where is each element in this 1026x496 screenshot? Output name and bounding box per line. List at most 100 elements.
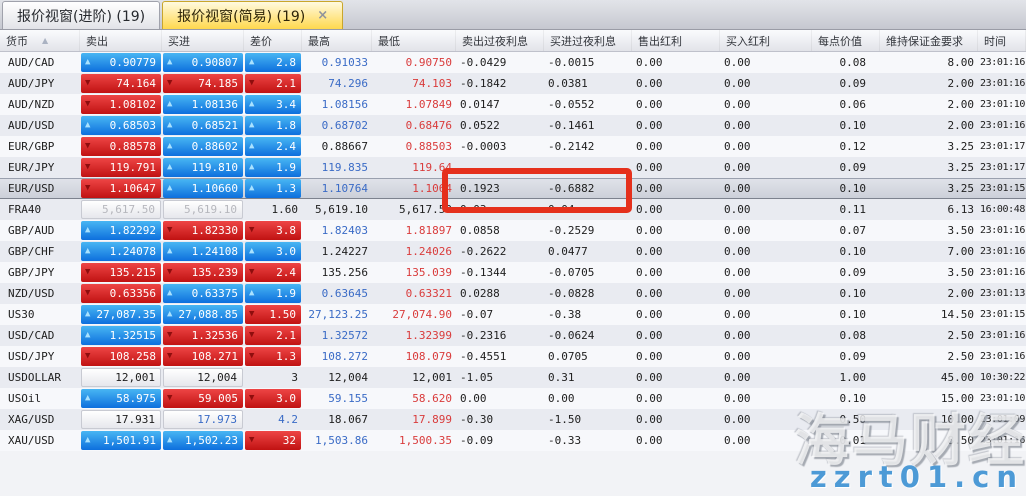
- spread-price-button[interactable]: ▲ 1.9: [245, 284, 301, 303]
- quote-row-FRA40[interactable]: FRA40 5,617.50 5,619.10 1.60 5,619.10 5,617.5…: [0, 199, 1026, 220]
- margin-cell: 2.00: [947, 98, 975, 111]
- sell_swap-cell: -0.2622: [460, 245, 507, 258]
- quote-row-GBP/CHF[interactable]: GBP/CHF ▲ 1.24078 ▲ 1.24108 ▲ 3.0 1.24227 1.2402…: [0, 241, 1026, 262]
- buy-price-button[interactable]: ▲ 1.10660: [163, 179, 243, 198]
- sell-price-button[interactable]: ▼ 1.10647: [81, 179, 161, 198]
- buy-price-button[interactable]: ▼ 59.005: [163, 389, 243, 408]
- column-header-symbol[interactable]: 货币 ▲: [0, 30, 80, 51]
- sell-price-button[interactable]: ▲ 0.68503: [81, 116, 161, 135]
- buy-price-button[interactable]: ▲ 27,088.85: [163, 305, 243, 324]
- buy-price-button[interactable]: 17.973: [163, 410, 243, 429]
- column-header-buy_div[interactable]: 买入红利: [720, 30, 812, 51]
- sell-price-button[interactable]: ▲ 1.24078: [81, 242, 161, 261]
- quote-row-AUD/NZD[interactable]: AUD/NZD ▼ 1.08102 ▲ 1.08136 ▲ 3.4 1.08156 1.0784…: [0, 94, 1026, 115]
- buy-price-button[interactable]: ▼ 135.239: [163, 263, 243, 282]
- quote-row-GBP/AUD[interactable]: GBP/AUD ▲ 1.82292 ▼ 1.82330 ▼ 3.8 1.82403 1.8189…: [0, 220, 1026, 241]
- quote-row-AUD/CAD[interactable]: AUD/CAD ▲ 0.90779 ▲ 0.90807 ▲ 2.8 0.91033 0.9075…: [0, 52, 1026, 73]
- sell-price-button[interactable]: ▲ 27,087.35: [81, 305, 161, 324]
- spread-price-button[interactable]: ▼ 1.3: [245, 347, 301, 366]
- spread-price-button[interactable]: ▲ 3.0: [245, 242, 301, 261]
- buy-price-button[interactable]: ▲ 119.810: [163, 158, 243, 177]
- sell-price-button[interactable]: ▼ 0.63356: [81, 284, 161, 303]
- buy-price-button[interactable]: 5,619.10: [163, 200, 243, 219]
- buy-price-button[interactable]: ▲ 0.90807: [163, 53, 243, 72]
- buy-price-button[interactable]: ▼ 1.82330: [163, 221, 243, 240]
- quote-row-AUD/JPY[interactable]: AUD/JPY ▼ 74.164 ▼ 74.185 ▼ 2.1 74.296 74.103 -0.…: [0, 73, 1026, 94]
- buy-price-button[interactable]: 12,004: [163, 368, 243, 387]
- sell-price-button[interactable]: 5,617.50: [81, 200, 161, 219]
- spread-price-button[interactable]: ▲ 1.9: [245, 158, 301, 177]
- tab-quote-advanced[interactable]: 报价视窗(进阶) (19): [2, 1, 161, 29]
- spread-price-button[interactable]: ▼ 3.8: [245, 221, 301, 240]
- buy-price-button[interactable]: ▲ 0.63375: [163, 284, 243, 303]
- quote-row-USD/CAD[interactable]: USD/CAD ▲ 1.32515 ▼ 1.32536 ▼ 2.1 1.32572 1.3239…: [0, 325, 1026, 346]
- sell-price-button[interactable]: ▲ 1.32515: [81, 326, 161, 345]
- buy-price-button[interactable]: ▼ 74.185: [163, 74, 243, 93]
- sell-price-button[interactable]: ▲ 1,501.91: [81, 431, 161, 450]
- spread-price-button[interactable]: ▼ 32: [245, 431, 301, 450]
- column-header-margin[interactable]: 维持保证金要求: [880, 30, 978, 51]
- spread-price-button[interactable]: ▲ 2.4: [245, 137, 301, 156]
- buy-price-button[interactable]: ▲ 0.68521: [163, 116, 243, 135]
- tab-quote-simple[interactable]: 报价视窗(简易) (19) ×: [162, 1, 344, 29]
- sell-price-button[interactable]: 12,001: [81, 368, 161, 387]
- quote-row-AUD/USD[interactable]: AUD/USD ▲ 0.68503 ▲ 0.68521 ▲ 1.8 0.68702 0.6847…: [0, 115, 1026, 136]
- quote-row-USOil[interactable]: USOil ▲ 58.975 ▼ 59.005 ▼ 3.0 59.155 58.620 0.00 0…: [0, 388, 1026, 409]
- spread-price-button[interactable]: ▼ 1.50: [245, 305, 301, 324]
- spread-price-button[interactable]: ▼ 2.4: [245, 263, 301, 282]
- buy-price-button[interactable]: ▲ 1,502.23: [163, 431, 243, 450]
- close-icon[interactable]: ×: [317, 8, 329, 23]
- sell-price-button[interactable]: ▼ 119.791: [81, 158, 161, 177]
- sell-price-button[interactable]: ▼ 74.164: [81, 74, 161, 93]
- up-arrow-icon: ▲: [167, 141, 173, 151]
- quote-row-EUR/JPY[interactable]: EUR/JPY ▼ 119.791 ▲ 119.810 ▲ 1.9 119.835 119.64…: [0, 157, 1026, 178]
- sell-price-button[interactable]: ▲ 58.975: [81, 389, 161, 408]
- margin-cell: 8.50: [947, 434, 975, 447]
- sell-value: 1.10647: [109, 182, 156, 195]
- column-header-sell[interactable]: 卖出: [80, 30, 162, 51]
- buy_swap-cell: -0.2529: [548, 224, 595, 237]
- column-header-buy_swap[interactable]: 买进过夜利息: [544, 30, 632, 51]
- column-header-spread[interactable]: 差价: [244, 30, 302, 51]
- quote-row-XAU/USD[interactable]: XAU/USD ▲ 1,501.91 ▲ 1,502.23 ▼ 32 1,503.86 1,50…: [0, 430, 1026, 451]
- spread-price-button[interactable]: ▲ 2.8: [245, 53, 301, 72]
- buy-price-button[interactable]: ▲ 1.08136: [163, 95, 243, 114]
- buy-price-button[interactable]: ▼ 1.32536: [163, 326, 243, 345]
- quote-row-NZD/USD[interactable]: NZD/USD ▼ 0.63356 ▲ 0.63375 ▲ 1.9 0.63645 0.6332…: [0, 283, 1026, 304]
- sell-price-button[interactable]: ▲ 0.90779: [81, 53, 161, 72]
- sell-price-button[interactable]: ▲ 1.82292: [81, 221, 161, 240]
- column-header-time[interactable]: 时间: [978, 30, 1026, 51]
- quote-row-EUR/USD[interactable]: EUR/USD ▼ 1.10647 ▲ 1.10660 ▲ 1.3 1.10764 1.1064…: [0, 178, 1026, 199]
- sell-price-button[interactable]: ▼ 135.215: [81, 263, 161, 282]
- sell-price-button[interactable]: ▼ 108.258: [81, 347, 161, 366]
- spread-price-button[interactable]: ▼ 2.1: [245, 74, 301, 93]
- column-header-sell_div[interactable]: 售出红利: [632, 30, 720, 51]
- spread-price-button[interactable]: ▲ 3.4: [245, 95, 301, 114]
- column-header-low[interactable]: 最低: [372, 30, 456, 51]
- time-cell: 23:01:15: [980, 309, 1025, 320]
- sell-price-button[interactable]: ▼ 0.88578: [81, 137, 161, 156]
- spread-cell: ▲ 3.4: [244, 94, 302, 115]
- sell-price-button[interactable]: 17.931: [81, 410, 161, 429]
- spread-price-button[interactable]: ▼ 3.0: [245, 389, 301, 408]
- column-header-buy[interactable]: 买进: [162, 30, 244, 51]
- spread-value: 32: [282, 434, 296, 447]
- buy_swap-cell: 0.00: [548, 392, 575, 405]
- quote-row-XAG/USD[interactable]: XAG/USD 17.931 17.973 4.2 18.067 17.899 -0.30 -…: [0, 409, 1026, 430]
- symbol-cell: EUR/GBP: [8, 140, 55, 153]
- quote-row-GBP/JPY[interactable]: GBP/JPY ▼ 135.215 ▼ 135.239 ▼ 2.4 135.256 135.03…: [0, 262, 1026, 283]
- quote-row-EUR/GBP[interactable]: EUR/GBP ▼ 0.88578 ▲ 0.88602 ▲ 2.4 0.88667 0.8850…: [0, 136, 1026, 157]
- spread-price-button[interactable]: ▲ 1.8: [245, 116, 301, 135]
- quote-row-USD/JPY[interactable]: USD/JPY ▼ 108.258 ▼ 108.271 ▼ 1.3 108.272 108.07…: [0, 346, 1026, 367]
- buy-price-button[interactable]: ▲ 1.24108: [163, 242, 243, 261]
- quote-row-USDOLLAR[interactable]: USDOLLAR 12,001 12,004 3 12,004 12,001 -1.05 0.…: [0, 367, 1026, 388]
- column-header-sell_swap[interactable]: 卖出过夜利息: [456, 30, 544, 51]
- buy-price-button[interactable]: ▼ 108.271: [163, 347, 243, 366]
- column-header-high[interactable]: 最高: [302, 30, 372, 51]
- spread-price-button[interactable]: ▲ 1.3: [245, 179, 301, 198]
- sell-price-button[interactable]: ▼ 1.08102: [81, 95, 161, 114]
- column-header-point_value[interactable]: 每点价值: [812, 30, 880, 51]
- quote-row-US30[interactable]: US30 ▲ 27,087.35 ▲ 27,088.85 ▼ 1.50 27,123.25 27…: [0, 304, 1026, 325]
- spread-price-button[interactable]: ▼ 2.1: [245, 326, 301, 345]
- buy-price-button[interactable]: ▲ 0.88602: [163, 137, 243, 156]
